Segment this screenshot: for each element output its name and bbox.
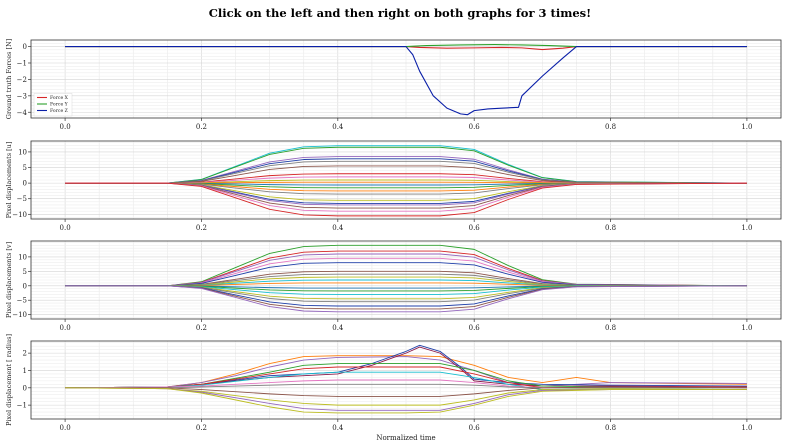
x-tick-label: 0.6 bbox=[469, 324, 481, 332]
legend-entry: Force Z bbox=[50, 108, 69, 114]
y-tick-label: 0 bbox=[23, 282, 27, 290]
series-line-12 bbox=[65, 387, 747, 411]
x-tick-label: 0.8 bbox=[605, 324, 616, 332]
x-tick-label: 1.0 bbox=[741, 224, 752, 232]
series-line-1 bbox=[65, 46, 747, 51]
y-axis-label: Pixel displacements [v] bbox=[5, 242, 13, 318]
plot-frame bbox=[30, 140, 782, 220]
chart-1: 0.0 0.2 0.4 0.6 0.8 1.0 0 −1 −2 −3 −4 Ground truth … bbox=[5, 39, 782, 131]
x-tick-label: 0.8 bbox=[605, 424, 616, 432]
legend-entry: Force X bbox=[50, 95, 69, 101]
x-tick-label: 0.4 bbox=[332, 424, 344, 432]
series-group bbox=[65, 344, 747, 414]
y-tick-label: −1 bbox=[17, 59, 27, 67]
x-tick-label: 0.6 bbox=[469, 224, 481, 232]
y-tick-label: 10 bbox=[18, 253, 27, 261]
series-line-4 bbox=[65, 346, 747, 389]
x-tick-label: 0.4 bbox=[332, 123, 344, 131]
x-tick-label: 0.0 bbox=[60, 123, 71, 131]
x-tick-label: 1.0 bbox=[741, 424, 752, 432]
series-line-10 bbox=[65, 282, 747, 287]
y-tick-label: −1 bbox=[17, 402, 27, 410]
series-line-2 bbox=[65, 146, 747, 184]
series-line-10 bbox=[65, 386, 747, 397]
series-line-20 bbox=[65, 182, 747, 217]
series-line-18 bbox=[65, 285, 747, 313]
x-tick-label: 0.4 bbox=[332, 324, 344, 332]
x-tick-label: 0.6 bbox=[469, 123, 481, 131]
x-tick-label: 0.2 bbox=[196, 123, 207, 131]
x-tick-label: 0.6 bbox=[469, 424, 481, 432]
series-line-6 bbox=[65, 165, 747, 184]
series-line-3 bbox=[65, 344, 747, 389]
y-tick-label: −10 bbox=[12, 311, 27, 319]
series-line-2 bbox=[65, 44, 747, 48]
series-group bbox=[65, 244, 747, 313]
x-axis-label: Normalized time bbox=[376, 434, 435, 442]
x-tick-label: 0.8 bbox=[605, 224, 616, 232]
x-tick-label: 0.2 bbox=[196, 424, 207, 432]
x-tick-label: 0.2 bbox=[196, 324, 207, 332]
y-axis-label: Ground truth Forces [N] bbox=[5, 39, 13, 119]
y-tick-label: −4 bbox=[17, 109, 28, 117]
y-tick-label: −10 bbox=[12, 211, 27, 219]
y-tick-label: −3 bbox=[17, 92, 27, 100]
legend-entry: Force Y bbox=[50, 102, 69, 108]
series-line-14 bbox=[65, 182, 747, 195]
y-tick-label: 5 bbox=[23, 164, 27, 172]
y-tick-label: 1 bbox=[23, 367, 27, 375]
y-axis-label: Pixel displacement [ radius] bbox=[5, 334, 13, 426]
chart-4: 0.0 0.2 0.4 0.6 0.8 1.0 2 1 0 −1 Pixel displacemen… bbox=[5, 334, 782, 442]
plot-frame bbox=[30, 340, 782, 420]
series-group bbox=[65, 145, 747, 217]
x-tick-label: 1.0 bbox=[741, 123, 752, 131]
x-tick-label: 0.4 bbox=[332, 224, 344, 232]
series-line-5 bbox=[65, 160, 747, 184]
x-tick-label: 0.0 bbox=[60, 324, 71, 332]
x-tick-label: 1.0 bbox=[741, 324, 752, 332]
series-group bbox=[65, 44, 747, 116]
grid bbox=[31, 341, 781, 419]
series-line-5 bbox=[65, 262, 747, 287]
y-axis-label: Pixel displacements [u] bbox=[5, 142, 13, 219]
y-tick-label: 0 bbox=[23, 180, 27, 188]
grid bbox=[31, 141, 781, 219]
x-tick-label: 0.2 bbox=[196, 224, 207, 232]
series-line-19 bbox=[65, 182, 747, 212]
x-tick-label: 0.8 bbox=[605, 123, 616, 131]
y-tick-label: 5 bbox=[23, 268, 27, 276]
series-line-1 bbox=[65, 355, 747, 389]
plot-frame bbox=[30, 39, 782, 119]
series-line-3 bbox=[65, 46, 747, 116]
y-tick-label: −5 bbox=[17, 195, 27, 203]
series-line-13 bbox=[65, 387, 747, 414]
y-tick-label: 0 bbox=[23, 384, 27, 392]
x-tick-label: 0.0 bbox=[60, 224, 71, 232]
y-tick-label: 10 bbox=[18, 148, 27, 156]
y-tick-label: 2 bbox=[23, 350, 27, 358]
y-tick-label: −2 bbox=[17, 76, 27, 84]
figure-title: Click on the left and then right on both… bbox=[208, 6, 592, 20]
y-tick-label: 0 bbox=[23, 43, 27, 51]
plot-frame bbox=[30, 240, 782, 320]
series-line-1 bbox=[65, 244, 747, 287]
x-tick-label: 0.0 bbox=[60, 424, 71, 432]
y-tick-label: −5 bbox=[17, 297, 27, 305]
series-line-11 bbox=[65, 387, 747, 406]
